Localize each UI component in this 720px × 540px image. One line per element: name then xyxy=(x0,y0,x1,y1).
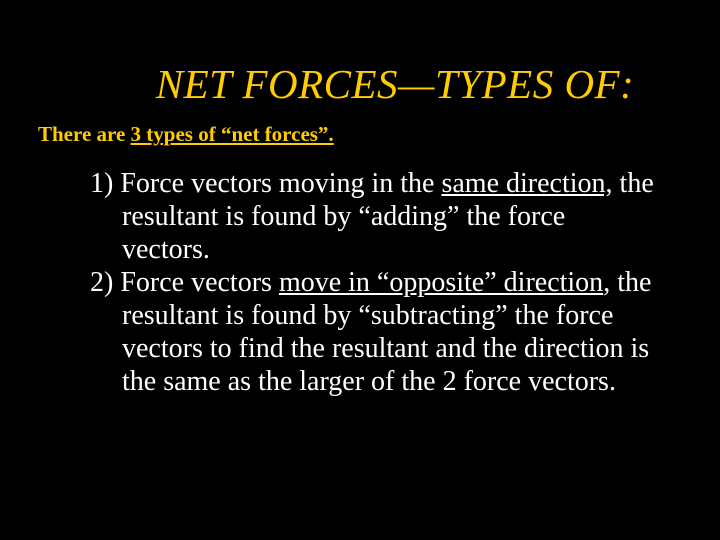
item-underlined: same direction, xyxy=(441,168,612,199)
item-number: 1) xyxy=(90,168,120,199)
slide-subtitle: There are 3 types of “net forces”. xyxy=(0,108,720,147)
subtitle-underlined: 3 types of “net forces”. xyxy=(131,122,334,146)
item-text: Force vectors xyxy=(120,267,279,298)
list-item: 1) Force vectors moving in the same dire… xyxy=(60,167,660,266)
slide: NET FORCES—TYPES OF: There are 3 types o… xyxy=(0,0,720,540)
subtitle-prefix: There are xyxy=(38,122,131,146)
item-text: Force vectors moving in the xyxy=(120,168,441,199)
slide-title: NET FORCES—TYPES OF: xyxy=(0,0,720,108)
item-number: 2) xyxy=(90,267,120,298)
list-item: 2) Force vectors move in “opposite” dire… xyxy=(60,266,660,398)
item-underlined: move in “opposite” direction xyxy=(279,267,603,298)
slide-body: 1) Force vectors moving in the same dire… xyxy=(0,147,720,398)
